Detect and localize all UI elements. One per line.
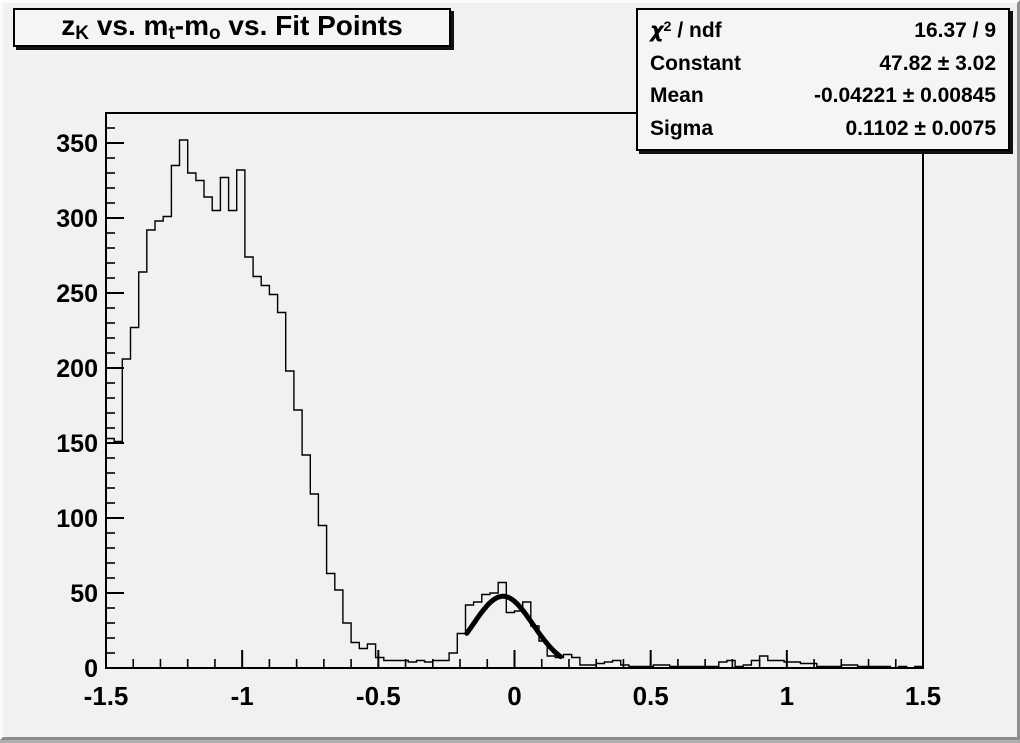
x-tick-label: -1: [231, 681, 254, 711]
stats-row: Mean -0.04221 ± 0.00845: [650, 84, 996, 108]
stats-row: Sigma 0.1102 ± 0.0075: [650, 117, 996, 141]
y-tick-label: 50: [70, 580, 98, 608]
title-box: zK vs. mt-mo vs. Fit Points: [13, 8, 451, 47]
x-tick-label: -0.5: [356, 681, 401, 711]
y-tick-label: 200: [56, 355, 98, 383]
y-tick-label: 250: [56, 280, 98, 308]
stats-row: Constant 47.82 ± 3.02: [650, 52, 996, 76]
text-part: -m: [174, 9, 210, 41]
text-part: t: [168, 23, 175, 45]
stats-row-label: Mean: [650, 84, 704, 108]
stats-row-value: -0.04221 ± 0.00845: [813, 84, 996, 108]
text-part: vs. Fit Points: [220, 9, 403, 41]
text-part: χ: [650, 18, 664, 43]
text-part: 2: [663, 19, 672, 36]
x-tick-label: 1.5: [905, 681, 941, 711]
stats-box: χ2 / ndf 16.37 / 9 Constant 47.82 ± 3.02 Mea…: [636, 8, 1010, 151]
text-part: K: [75, 23, 90, 45]
text-part: Constant: [650, 51, 741, 75]
text-part: Sigma: [650, 116, 714, 140]
y-tick-label: 0: [84, 655, 98, 683]
text-part: vs. m: [89, 9, 169, 41]
y-tick-label: 300: [56, 205, 98, 233]
fit-curve: [464, 593, 563, 660]
text-part: o: [209, 23, 221, 45]
stats-row-value: 16.37 / 9: [914, 18, 996, 42]
stats-row-value: 47.82 ± 3.02: [879, 51, 996, 75]
x-tick-label: 0: [507, 681, 521, 711]
histogram-line: [105, 139, 924, 669]
plot-svg: 0 50 100 150 200 250 300 350 -1.5 -1 -0.5 0 0.5 1 1.5: [56, 112, 941, 711]
x-tick-label: 1: [780, 681, 794, 711]
stats-row-label: χ2 / ndf: [650, 18, 722, 43]
text-part: Mean: [650, 84, 704, 108]
y-tick-label: 100: [56, 505, 98, 533]
x-tick-label: -1.5: [84, 681, 129, 711]
stats-row-label: Constant: [650, 52, 741, 76]
stats-row: χ2 / ndf 16.37 / 9: [650, 18, 996, 43]
x-axis-ticks: [105, 650, 924, 668]
y-tick-label: 150: [56, 430, 98, 458]
stats-row-label: Sigma: [650, 117, 713, 141]
y-tick-label: 350: [56, 130, 98, 158]
y-axis-ticks: [106, 127, 124, 669]
x-tick-label: 0.5: [633, 681, 669, 711]
stats-row-value: 0.1102 ± 0.0075: [845, 116, 997, 140]
text-part: / ndf: [671, 19, 722, 43]
text-part: z: [61, 9, 76, 41]
chart-title-text: zK vs. mt-mo vs. Fit Points: [61, 10, 402, 45]
